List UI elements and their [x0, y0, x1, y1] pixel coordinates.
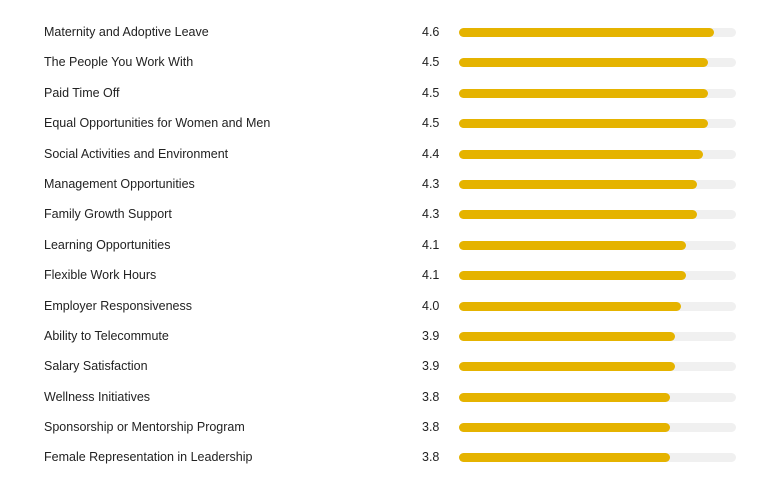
- chart-row: Flexible Work Hours 4.1: [0, 260, 780, 290]
- value-label: 3.8: [422, 420, 440, 435]
- bar-track: [459, 392, 736, 402]
- category-label: Management Opportunities: [44, 176, 195, 191]
- category-label: Maternity and Adoptive Leave: [44, 25, 209, 39]
- value-label: 4.1: [422, 237, 440, 252]
- bar-track: [459, 423, 736, 433]
- value-label: 3.8: [422, 450, 440, 465]
- chart-row: Family Growth Support 4.3: [0, 199, 780, 229]
- category-label: Sponsorship or Mentorship Program: [44, 420, 245, 435]
- bar-track: [459, 58, 736, 68]
- value-label: 3.8: [422, 389, 440, 404]
- chart-row: Ability to Telecommute 3.9: [0, 321, 780, 351]
- chart-row: Employer Responsiveness 4.0: [0, 291, 780, 321]
- rating-bar-chart: Maternity and Adoptive Leave 4.6 The Peopl…: [0, 17, 780, 473]
- chart-row: Female Representation in Leadership 3.8: [0, 442, 780, 472]
- bar-track: [459, 362, 736, 372]
- bar: [459, 362, 676, 372]
- value-label: 4.4: [422, 146, 440, 161]
- category-label: The People You Work With: [44, 55, 194, 70]
- chart-row: Learning Opportunities 4.1: [0, 230, 780, 260]
- bar-track: [459, 453, 736, 463]
- chart-row: Paid Time Off 4.5: [0, 78, 780, 108]
- bar: [459, 28, 714, 37]
- bar-track: [459, 149, 736, 159]
- bar: [459, 240, 687, 250]
- value-label: 3.9: [422, 328, 440, 343]
- chart-row: Wellness Initiatives 3.8: [0, 382, 780, 412]
- category-label: Female Representation in Leadership: [44, 450, 253, 465]
- bar: [459, 149, 703, 159]
- chart-row: Social Activities and Environment 4.4: [0, 139, 780, 169]
- category-label: Paid Time Off: [44, 85, 120, 100]
- bar-track: [459, 301, 736, 311]
- category-label: Flexible Work Hours: [44, 268, 157, 283]
- bar: [459, 423, 670, 433]
- value-label: 4.3: [422, 207, 440, 222]
- value-label: 4.3: [422, 176, 440, 191]
- bar: [459, 453, 670, 463]
- bar-track: [459, 331, 736, 341]
- bar-track: [459, 119, 736, 129]
- bar-track: [459, 179, 736, 189]
- bar: [459, 301, 681, 311]
- bar-track: [459, 271, 736, 281]
- category-label: Equal Opportunities for Women and Men: [44, 116, 271, 131]
- value-label: 4.1: [422, 268, 440, 283]
- category-label: Salary Satisfaction: [44, 359, 148, 374]
- bar: [459, 210, 698, 220]
- value-label: 4.5: [422, 85, 440, 100]
- bar: [459, 119, 709, 129]
- value-label: 4.6: [422, 25, 440, 39]
- chart-row: The People You Work With 4.5: [0, 47, 780, 77]
- chart-row: Management Opportunities 4.3: [0, 169, 780, 199]
- category-label: Learning Opportunities: [44, 237, 171, 252]
- chart-row: Equal Opportunities for Women and Men 4.5: [0, 108, 780, 138]
- bar: [459, 179, 698, 189]
- bar-track: [459, 210, 736, 220]
- chart-row: Sponsorship or Mentorship Program 3.8: [0, 412, 780, 442]
- category-label: Wellness Initiatives: [44, 389, 151, 404]
- value-label: 4.0: [422, 298, 440, 313]
- bar-track: [459, 240, 736, 250]
- category-label: Ability to Telecommute: [44, 328, 169, 343]
- bar: [459, 271, 687, 281]
- value-label: 4.5: [422, 116, 440, 131]
- bar-track: [459, 88, 736, 98]
- chart-row: Maternity and Adoptive Leave 4.6: [0, 17, 780, 47]
- bar: [459, 392, 670, 402]
- bar: [459, 88, 709, 98]
- bar: [459, 331, 676, 341]
- value-label: 3.9: [422, 359, 440, 374]
- value-label: 4.5: [422, 55, 440, 70]
- category-label: Social Activities and Environment: [44, 146, 229, 161]
- category-label: Family Growth Support: [44, 207, 172, 222]
- bar-track: [459, 28, 736, 37]
- bar: [459, 58, 709, 68]
- chart-row: Salary Satisfaction 3.9: [0, 351, 780, 381]
- category-label: Employer Responsiveness: [44, 298, 192, 313]
